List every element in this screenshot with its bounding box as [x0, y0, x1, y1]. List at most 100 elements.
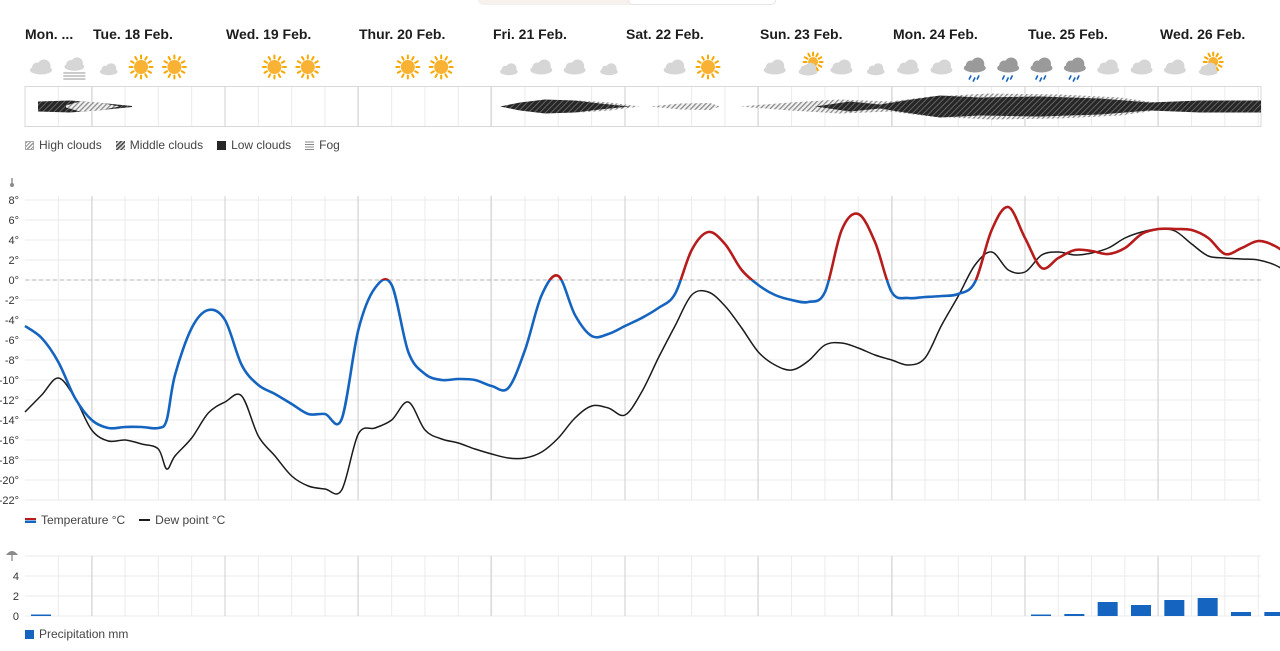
legend-middle-clouds: Middle clouds: [115, 138, 204, 152]
cloud-icon: [763, 59, 786, 75]
precipitation-bar: [1064, 614, 1085, 616]
fog-swatch: [305, 140, 315, 150]
y-tick-label: -10°: [0, 375, 19, 387]
legend-low-clouds-label: Low clouds: [231, 138, 292, 152]
middle-clouds-swatch: [115, 140, 125, 150]
legend-dew-point-label: Dew point °C: [155, 513, 226, 527]
y-tick-label: -18°: [0, 455, 19, 467]
umbrella-icon: [6, 551, 18, 555]
sun-icon: [261, 54, 287, 80]
cloud-icon: [1097, 59, 1120, 75]
cloud-icon: [530, 59, 553, 75]
y-tick-label: 2: [13, 591, 19, 603]
day-label: Tue. 18 Feb.: [93, 26, 173, 42]
fog-icon: [63, 57, 86, 80]
legend-middle-clouds-label: Middle clouds: [129, 138, 204, 152]
precipitation-bar: [1097, 602, 1118, 616]
day-label: Mon. 24 Feb.: [893, 26, 978, 42]
legend-fog: Fog: [305, 138, 340, 152]
cloud-icon: [930, 59, 953, 75]
y-tick-label: -16°: [0, 435, 19, 447]
cloud-icon: [30, 59, 52, 75]
legend-precipitation-label: Precipitation mm: [39, 627, 129, 641]
y-tick-label: -12°: [0, 395, 19, 407]
legend-dew-point: Dew point °C: [139, 513, 225, 527]
moon-icon: [465, 60, 473, 74]
moon-icon: [732, 60, 740, 74]
moon-cloud-icon: [99, 56, 118, 76]
y-tick-label: 4°: [8, 235, 19, 247]
temperature-line-above-zero: [380, 205, 1280, 280]
day-label: Mon. ...: [25, 26, 74, 42]
y-tick-label: -4°: [5, 315, 19, 327]
day-label: Thur. 20 Feb.: [359, 26, 446, 42]
day-label: Wed. 26 Feb.: [1160, 26, 1246, 42]
precipitation-bar: [1131, 605, 1151, 616]
precipitation-bar: [1031, 614, 1051, 616]
rain-icon: [963, 57, 986, 82]
dew-point-swatch: [139, 519, 151, 521]
y-tick-label: -2°: [5, 295, 19, 307]
high-cloud-area: [650, 103, 720, 110]
view-tab-strip[interactable]: [478, 0, 776, 5]
temperature-line-below-zero: [24, 280, 978, 430]
day-label: Sun. 23 Feb.: [760, 26, 843, 42]
precipitation-bar: [1197, 598, 1218, 616]
cloud-icon: [1130, 59, 1153, 75]
view-tab-active[interactable]: [628, 0, 776, 5]
cloud-cover-chart: [24, 86, 1262, 127]
weather-icon-row: [30, 51, 1224, 82]
rain-icon: [1063, 57, 1086, 82]
y-tick-label: -6°: [5, 335, 19, 347]
y-tick-label: -8°: [5, 355, 19, 367]
temperature-legend: Temperature °C Dew point °C: [25, 513, 225, 527]
sun-icon: [295, 54, 321, 80]
cloud-icon: [830, 59, 853, 75]
rain-icon: [1030, 57, 1053, 82]
day-label: Tue. 25 Feb.: [1028, 26, 1108, 42]
y-tick-label: 8°: [8, 195, 19, 207]
legend-high-clouds-label: High clouds: [39, 138, 102, 152]
y-tick-label: -22°: [0, 495, 19, 507]
low-cloud-area: [815, 95, 1261, 118]
moon-cloud-icon: [600, 56, 618, 76]
precipitation-bar: [1164, 600, 1185, 616]
legend-high-clouds: High clouds: [25, 138, 102, 152]
precipitation-bar: [31, 614, 51, 616]
legend-temperature-label: Temperature °C: [41, 513, 126, 527]
temperature-grid: [25, 196, 1261, 501]
rain-icon: [997, 57, 1020, 82]
y-tick-label: 6°: [8, 215, 19, 227]
cloud-icon: [1163, 59, 1186, 75]
y-tick-label: 0: [13, 611, 19, 622]
sun-icon: [428, 54, 454, 80]
thermometer-bulb: [10, 183, 14, 187]
sun-cloud-icon: [1198, 51, 1224, 76]
sun-icon: [128, 54, 154, 80]
cloud-icon: [897, 59, 920, 75]
y-tick-label: 0°: [8, 275, 19, 287]
cloud-icon: [663, 59, 686, 75]
sun-icon: [161, 54, 187, 80]
legend-low-clouds: Low clouds: [217, 138, 291, 152]
legend-fog-label: Fog: [319, 138, 340, 152]
moon-icon: [332, 60, 340, 74]
precipitation-chart: 4 2 0: [6, 551, 1280, 622]
y-tick-label: 2°: [8, 255, 19, 267]
low-clouds-swatch: [217, 140, 227, 150]
day-header-row: Mon. ... Tue. 18 Feb. Wed. 19 Feb. Thur. 20…: [0, 26, 1280, 44]
moon-icon: [365, 60, 373, 74]
legend-precipitation: Precipitation mm: [25, 627, 128, 641]
sun-icon: [395, 54, 421, 80]
moon-cloud-icon: [500, 56, 518, 76]
temperature-chart: 8° 6° 4° 2° 0° -2° -4° -6° -8° -10° -12° -14° -16° -1…: [0, 178, 1280, 507]
precipitation-legend: Precipitation mm: [25, 627, 128, 641]
day-label: Fri. 21 Feb.: [493, 26, 567, 42]
low-cloud-area: [500, 99, 630, 114]
sun-icon: [695, 54, 721, 80]
high-cloud-area: [66, 101, 120, 112]
precipitation-swatch: [25, 629, 34, 639]
precipitation-bar: [1264, 612, 1280, 616]
cloud-icon: [563, 59, 586, 75]
moon-cloud-icon: [866, 56, 885, 76]
